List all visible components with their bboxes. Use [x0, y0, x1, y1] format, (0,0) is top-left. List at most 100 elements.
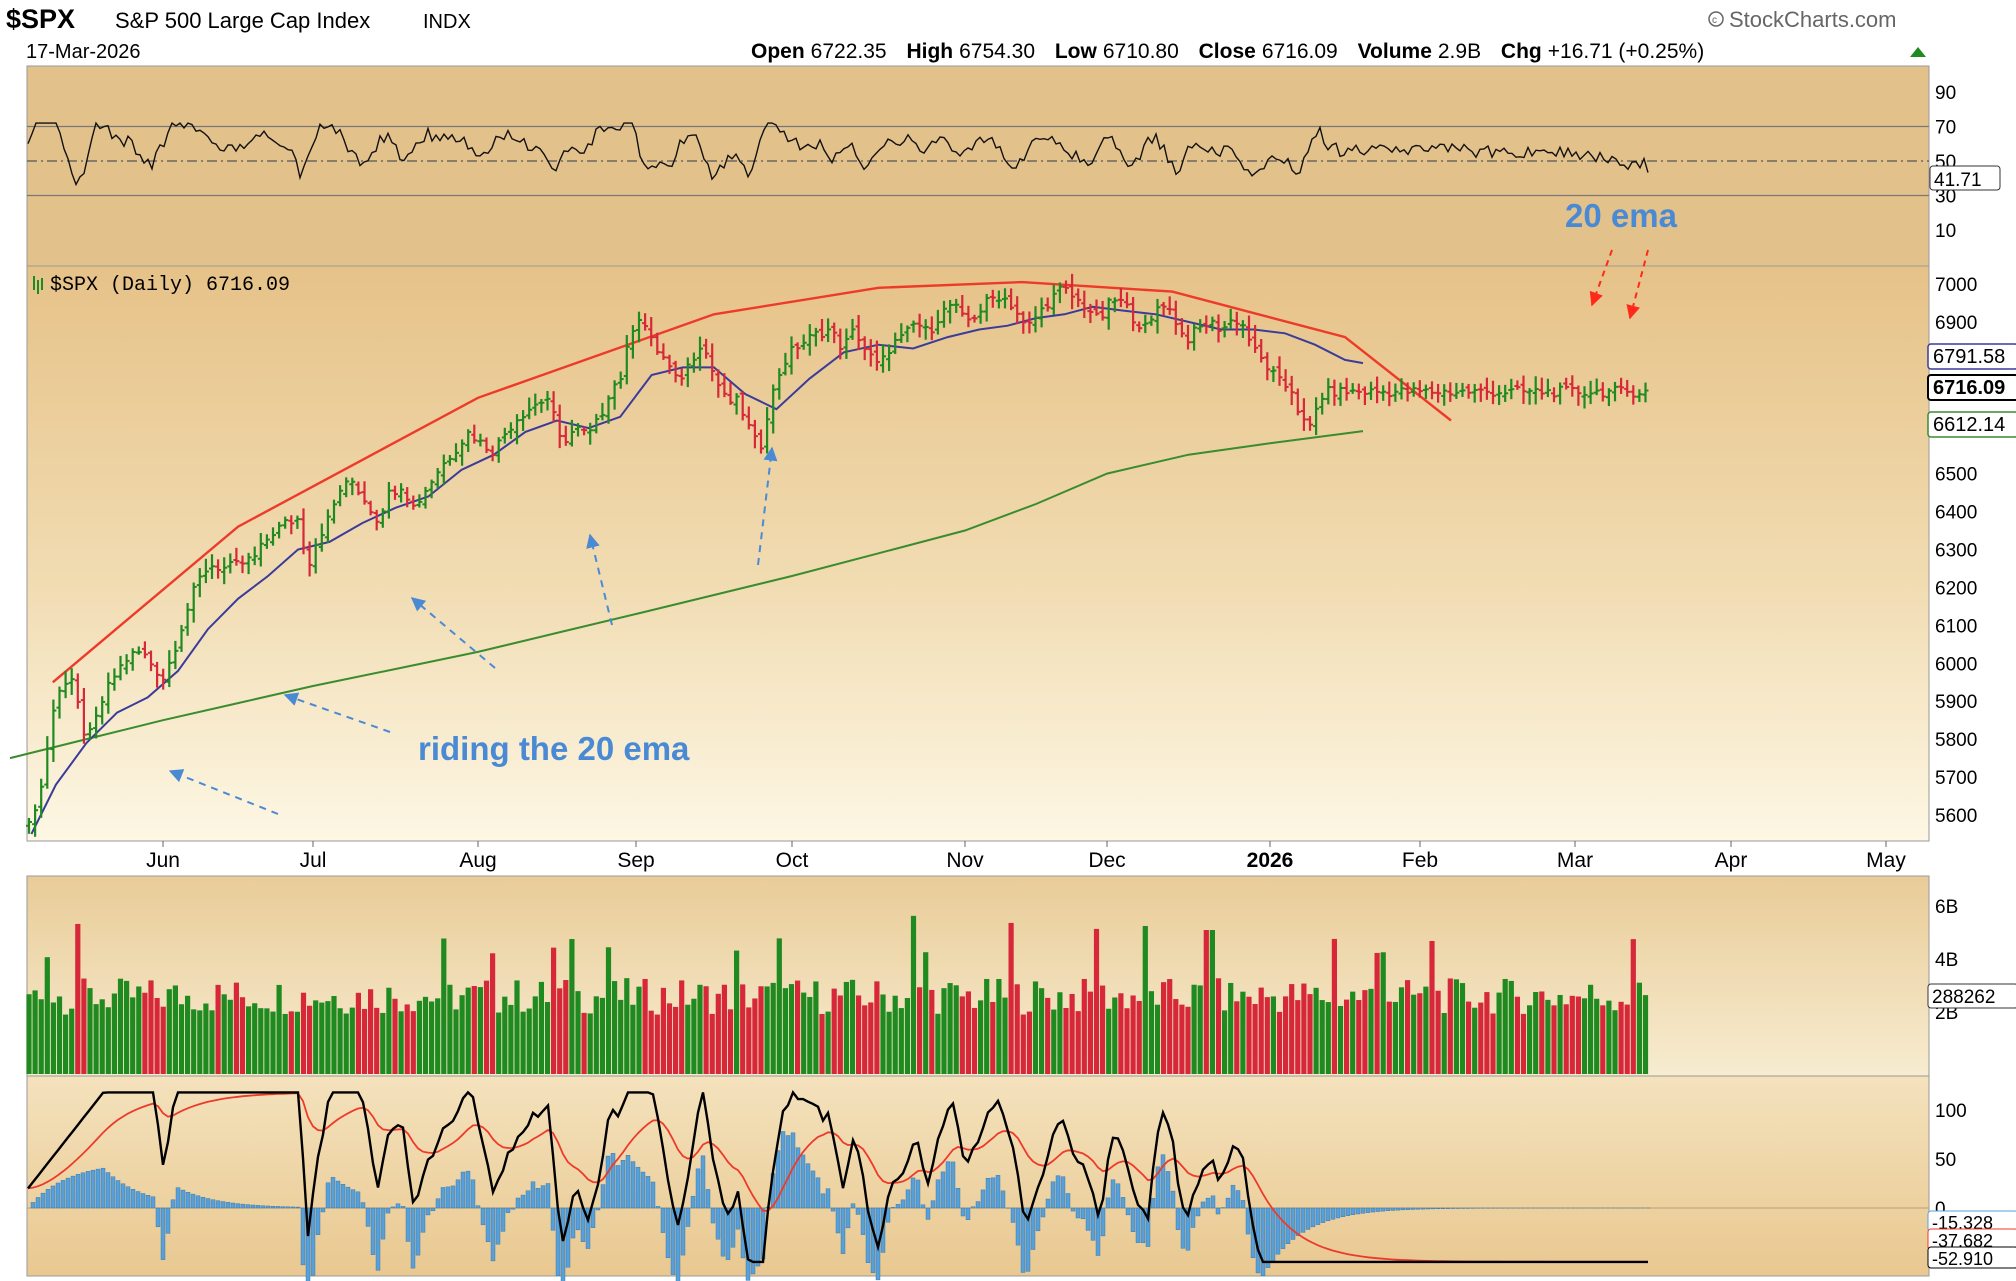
- high-label: High: [906, 40, 953, 63]
- volume-bar: [386, 987, 392, 1074]
- macd-histogram-bar: [210, 1199, 216, 1209]
- volume-bar: [477, 987, 483, 1074]
- macd-histogram-bar: [1350, 1207, 1356, 1215]
- arrow-annotation-1: [168, 769, 279, 815]
- ohlc-bar: [1551, 387, 1557, 403]
- volume-bar: [1581, 998, 1588, 1074]
- volume-bar: [575, 991, 581, 1074]
- macd-histogram-bar: [295, 1206, 301, 1209]
- macd-histogram-bar: [1245, 1207, 1251, 1235]
- ohlc-bar: [1575, 385, 1582, 406]
- macd-histogram-bar: [675, 1207, 681, 1281]
- ohlc-bar: [343, 477, 350, 498]
- change-label: Chg: [1501, 40, 1542, 63]
- macd-histogram-bar: [1155, 1166, 1161, 1209]
- macd-histogram-bar: [320, 1207, 326, 1213]
- ohlc-bar: [1276, 356, 1283, 386]
- macd-histogram-bar: [215, 1200, 221, 1209]
- ohlc-bar: [1081, 290, 1088, 318]
- ohlc-bar: [1087, 303, 1094, 324]
- macd-histogram-bar: [1205, 1197, 1211, 1209]
- ohlc-bar: [483, 437, 490, 454]
- ohlc-bar: [672, 360, 679, 383]
- volume-last-value: 288262: [1932, 987, 1995, 1008]
- price-panel: [26, 265, 1930, 842]
- volume-bar: [795, 980, 801, 1074]
- macd-histogram-bar: [715, 1207, 721, 1240]
- ohlc-bar: [1563, 377, 1570, 390]
- macd-histogram-bar: [905, 1189, 911, 1209]
- macd-histogram-bar: [1215, 1207, 1221, 1215]
- ohlc-bar: [251, 546, 258, 566]
- rsi-tick-label: 10: [1935, 221, 1956, 242]
- ohlc-bar: [1331, 379, 1338, 406]
- volume-bar: [1405, 980, 1411, 1074]
- ohlc-bar: [727, 382, 734, 405]
- volume-bar: [1026, 1011, 1032, 1074]
- volume-bar: [44, 957, 50, 1074]
- macd-histogram-bar: [50, 1185, 56, 1209]
- ohlc-bar: [575, 423, 581, 437]
- ohlc-bar: [550, 391, 557, 423]
- volume-bar: [197, 1010, 203, 1074]
- ohlc-bar: [178, 624, 185, 652]
- macd-histogram-bar: [890, 1207, 896, 1209]
- x-axis-label: May: [1866, 849, 1906, 872]
- ema20-line: [30, 305, 1364, 835]
- volume-bar: [1087, 991, 1093, 1074]
- rsi-last-value-badge: 41.71: [1929, 165, 2001, 191]
- ohlc-bar: [855, 314, 862, 351]
- volume-bar: [520, 1011, 526, 1074]
- rsi-tick-label: 90: [1935, 83, 1956, 104]
- annotations: riding the 20 ema 20 ema: [168, 197, 1678, 815]
- macd-histogram-bar: [900, 1199, 906, 1209]
- macd-histogram-bar: [1025, 1207, 1031, 1272]
- macd-histogram-bar: [120, 1183, 126, 1209]
- ohlc-bar: [1361, 386, 1368, 406]
- macd-histogram-bar: [830, 1207, 836, 1212]
- macd-histogram-bar: [1405, 1207, 1411, 1210]
- macd-histogram-bar: [1415, 1207, 1421, 1210]
- macd-histogram-bar: [1375, 1207, 1381, 1212]
- macd-histogram-bar: [380, 1207, 386, 1240]
- ohlc-bar: [1325, 378, 1332, 405]
- x-axis-label: Sep: [617, 849, 654, 872]
- ohlc-bar: [385, 481, 392, 519]
- ohlc-bar: [904, 325, 911, 343]
- ohlc-bar: [812, 327, 819, 347]
- volume-bar: [496, 1012, 502, 1074]
- volume-bar: [136, 986, 142, 1074]
- macd-histogram-bar: [840, 1207, 846, 1254]
- macd-histogram-bar: [1000, 1190, 1006, 1209]
- macd-histogram-bar: [645, 1176, 651, 1209]
- ohlc-bar: [361, 481, 368, 505]
- macd-histogram-bar: [1010, 1207, 1016, 1223]
- ohlc-bar: [1459, 382, 1466, 398]
- ohlc-bar: [453, 443, 459, 463]
- ohlc-bar: [1185, 324, 1191, 350]
- macd-histogram-bar: [910, 1177, 916, 1209]
- volume-bar: [1020, 1014, 1026, 1074]
- ohlc-bar: [1447, 382, 1454, 402]
- macd-histogram-bar: [135, 1191, 141, 1209]
- macd-histogram-bar: [1015, 1207, 1021, 1246]
- x-axis-label: Jul: [300, 849, 327, 872]
- ohlc-bar: [1172, 300, 1179, 335]
- macd-histogram-bar: [1345, 1207, 1351, 1216]
- volume-bar: [752, 998, 758, 1074]
- ohlc-bar: [257, 532, 264, 567]
- ohlc-bar: [202, 558, 209, 584]
- macd-histogram-bar: [480, 1207, 486, 1226]
- macd-histogram-bar: [265, 1205, 271, 1209]
- volume-bar: [1362, 990, 1368, 1074]
- ohlc-bar: [886, 344, 893, 372]
- volume-bar: [264, 1008, 270, 1074]
- volume-bar: [1417, 993, 1423, 1074]
- ohlc-bar: [928, 316, 935, 341]
- macd-histogram-bar: [1280, 1207, 1286, 1249]
- macd-histogram-bar: [1400, 1207, 1406, 1211]
- volume-value: 2.9B: [1438, 40, 1481, 63]
- candle-legend-icon: [33, 276, 43, 294]
- macd-histogram-bar: [960, 1207, 966, 1217]
- ohlc-bar: [349, 477, 356, 496]
